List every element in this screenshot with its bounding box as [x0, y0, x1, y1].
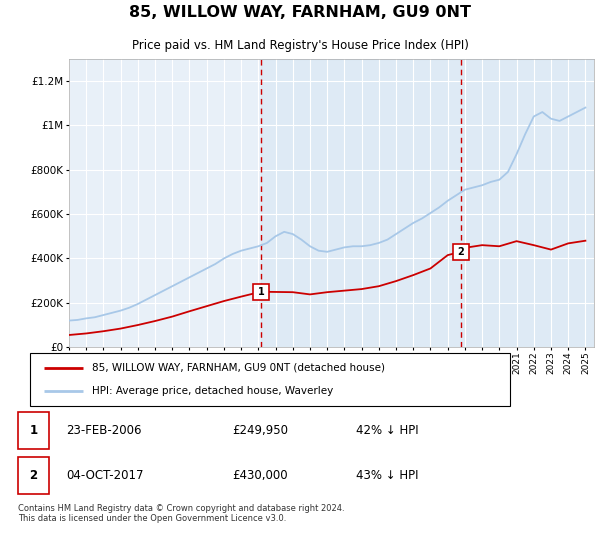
Text: £249,950: £249,950	[232, 424, 289, 437]
Text: 42% ↓ HPI: 42% ↓ HPI	[356, 424, 419, 437]
Text: 85, WILLOW WAY, FARNHAM, GU9 0NT (detached house): 85, WILLOW WAY, FARNHAM, GU9 0NT (detach…	[92, 363, 385, 373]
Text: 23-FEB-2006: 23-FEB-2006	[66, 424, 142, 437]
FancyBboxPatch shape	[18, 412, 49, 449]
Text: 43% ↓ HPI: 43% ↓ HPI	[356, 469, 419, 482]
Text: £430,000: £430,000	[232, 469, 288, 482]
Text: Price paid vs. HM Land Registry's House Price Index (HPI): Price paid vs. HM Land Registry's House …	[131, 39, 469, 53]
Text: 1: 1	[257, 287, 265, 297]
FancyBboxPatch shape	[30, 353, 510, 406]
Text: 1: 1	[29, 424, 38, 437]
Text: Contains HM Land Registry data © Crown copyright and database right 2024.
This d: Contains HM Land Registry data © Crown c…	[18, 504, 344, 524]
Text: 2: 2	[29, 469, 38, 482]
Text: HPI: Average price, detached house, Waverley: HPI: Average price, detached house, Wave…	[92, 386, 334, 396]
Text: 85, WILLOW WAY, FARNHAM, GU9 0NT: 85, WILLOW WAY, FARNHAM, GU9 0NT	[129, 6, 471, 20]
Text: 04-OCT-2017: 04-OCT-2017	[66, 469, 143, 482]
Text: 2: 2	[457, 247, 464, 257]
Bar	[261, 59, 594, 347]
FancyBboxPatch shape	[18, 457, 49, 493]
